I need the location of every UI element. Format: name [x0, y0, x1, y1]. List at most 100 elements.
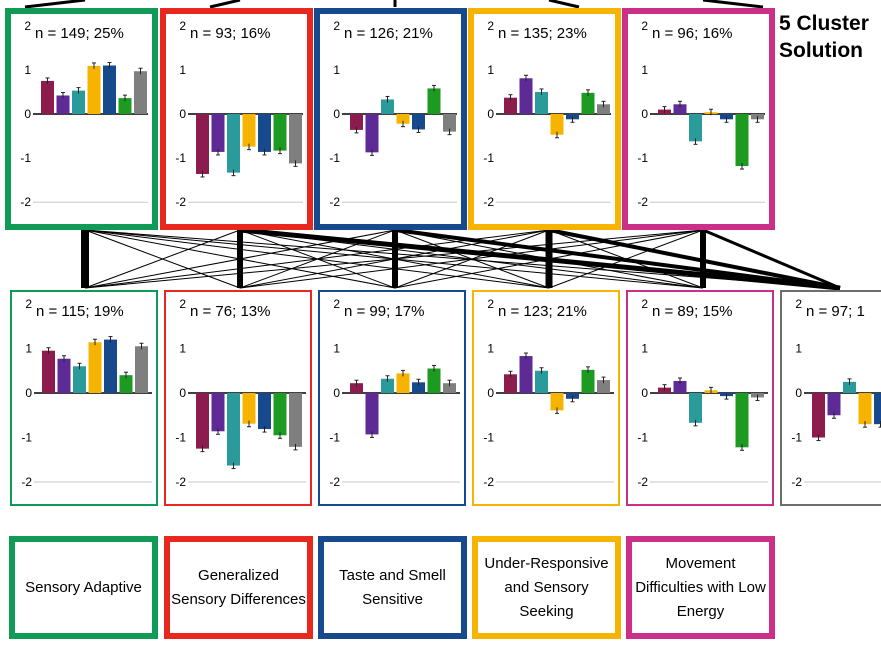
top-cluster-panel-3: 2 1 0 -1 -2 n = 126; 21%: [314, 8, 467, 230]
legend-sensory-adaptive: Sensory Adaptive: [9, 536, 158, 639]
y-tick-label: 1: [487, 341, 494, 355]
link-line: [239, 229, 704, 289]
bar: [550, 114, 564, 135]
bar: [196, 393, 209, 449]
bar: [381, 99, 394, 114]
y-tick-label: -2: [483, 475, 494, 489]
bar: [597, 380, 610, 393]
bar-chart: 2 1 0 -1 -2 n = 149; 25%: [20, 19, 148, 209]
link-line: [548, 228, 841, 290]
y-tick-label: -2: [637, 195, 648, 209]
legend-label: Movement Difficulties with Low Energy: [635, 554, 766, 620]
bar-chart: 2 1 0 -1 -2 n = 89; 15%: [637, 297, 768, 489]
bar: [57, 358, 71, 393]
bar: [519, 356, 533, 393]
bar: [396, 373, 410, 393]
bar: [827, 393, 841, 416]
y-tick-label: 1: [333, 341, 340, 355]
y-tick-label: -1: [483, 151, 494, 165]
bottom-cluster-panel-2: 2 1 0 -1 -2 n = 76; 13%: [164, 290, 312, 506]
bar: [597, 104, 610, 114]
legend-taste-smell-sensitive: Taste and Smell Sensitive: [318, 536, 467, 639]
chart-title: 5 Cluster Solution: [779, 10, 869, 64]
y-tick-label: -2: [483, 195, 494, 209]
y-tick-label: 1: [487, 63, 494, 77]
bar: [673, 104, 687, 114]
y-tick-label: -1: [20, 151, 31, 165]
link-line-up: [548, 0, 580, 9]
y-tick-label: 2: [24, 19, 31, 33]
bar: [56, 95, 70, 114]
y-tick-label: 2: [333, 19, 340, 33]
bottom-cluster-panel-4: 2 1 0 -1 -2 n = 123; 21%: [472, 290, 620, 506]
bar: [211, 114, 225, 152]
y-tick-label: -2: [791, 475, 802, 489]
bar: [412, 114, 425, 130]
bar: [689, 114, 702, 142]
bar: [535, 91, 548, 114]
bar: [88, 342, 102, 393]
bar: [41, 80, 54, 114]
y-tick-label: 0: [795, 386, 802, 400]
link-line-up: [702, 0, 764, 9]
y-tick-label: -2: [637, 475, 648, 489]
bar-chart: 2 1 0 -1 -2 n = 97; 1: [791, 297, 881, 489]
bar: [412, 382, 425, 393]
bar: [504, 374, 517, 393]
y-tick-label: -2: [329, 195, 340, 209]
legend-label: Sensory Adaptive: [25, 578, 142, 596]
bar: [365, 114, 379, 153]
y-tick-label: 1: [333, 63, 340, 77]
bar: [504, 97, 517, 114]
bar: [72, 90, 85, 114]
bar: [289, 114, 302, 164]
y-tick-label: -1: [21, 431, 32, 445]
bar: [519, 78, 533, 114]
bar-chart: 2 1 0 -1 -2 n = 93; 16%: [175, 19, 303, 209]
link-line: [548, 229, 704, 289]
y-tick-label: 2: [25, 297, 32, 311]
bar: [581, 92, 595, 114]
bar: [135, 346, 148, 393]
cluster-size-label: n = 93; 16%: [190, 25, 270, 42]
y-tick-label: -1: [483, 431, 494, 445]
y-tick-label: 0: [24, 107, 31, 121]
y-tick-label: 1: [179, 341, 186, 355]
bar: [689, 393, 702, 423]
top-cluster-panel-1: 2 1 0 -1 -2 n = 149; 25%: [5, 8, 158, 230]
bar: [227, 393, 240, 466]
cluster-size-label: n = 149; 25%: [35, 25, 124, 42]
bar: [735, 393, 749, 448]
bar-chart: 2 1 0 -1 -2 n = 96; 16%: [637, 19, 765, 209]
bar: [443, 114, 456, 132]
cluster-size-label: n = 123; 21%: [498, 303, 587, 320]
y-tick-label: 0: [641, 386, 648, 400]
bar: [273, 393, 287, 436]
bar: [196, 114, 209, 174]
link-line: [84, 229, 396, 289]
bar: [273, 114, 287, 151]
bar: [427, 368, 441, 393]
y-tick-label: 0: [487, 107, 494, 121]
link-line: [84, 229, 241, 289]
y-tick-label: -2: [20, 195, 31, 209]
y-tick-label: 2: [179, 19, 186, 33]
bar: [843, 381, 856, 393]
legend-label: Under-Responsive and Sensory Seeking: [484, 554, 609, 620]
bar: [874, 393, 881, 425]
cluster-size-label: n = 99; 17%: [344, 303, 424, 320]
bar: [396, 114, 410, 124]
chart-title-line-2: Solution: [779, 39, 863, 62]
y-tick-label: 1: [179, 63, 186, 77]
bar: [134, 71, 147, 114]
y-tick-label: 2: [641, 19, 648, 33]
y-tick-label: 0: [641, 107, 648, 121]
bar: [735, 114, 749, 167]
link-line: [84, 229, 550, 289]
y-tick-label: -1: [637, 151, 648, 165]
y-tick-label: 2: [487, 297, 494, 311]
bottom-cluster-panel-1: 2 1 0 -1 -2 n = 115; 19%: [10, 290, 158, 506]
y-tick-label: 1: [641, 341, 648, 355]
y-tick-label: 1: [24, 63, 31, 77]
link-line: [84, 229, 704, 289]
